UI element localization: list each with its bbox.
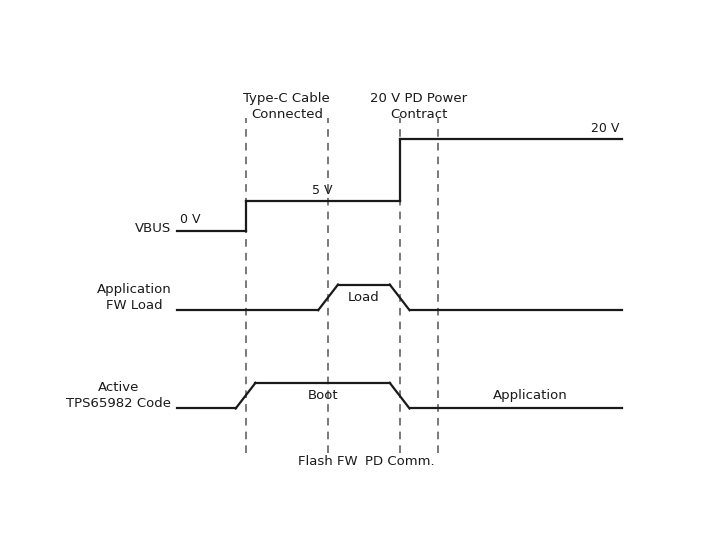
- Text: 0 V: 0 V: [180, 213, 200, 226]
- Text: 5 V: 5 V: [312, 184, 333, 197]
- Text: Application
FW Load: Application FW Load: [97, 283, 171, 312]
- Text: Type-C Cable
Connected: Type-C Cable Connected: [244, 92, 330, 121]
- Text: 20 V PD Power
Contract: 20 V PD Power Contract: [371, 92, 467, 121]
- Text: Boot: Boot: [307, 389, 338, 402]
- Text: Application: Application: [493, 389, 568, 402]
- Text: Load: Load: [348, 291, 380, 304]
- Text: VBUS: VBUS: [135, 223, 171, 235]
- Text: PD Comm.: PD Comm.: [365, 456, 435, 468]
- Text: Active
TPS65982 Code: Active TPS65982 Code: [66, 381, 171, 410]
- Text: Flash FW: Flash FW: [298, 456, 358, 468]
- Text: 20 V: 20 V: [591, 122, 620, 135]
